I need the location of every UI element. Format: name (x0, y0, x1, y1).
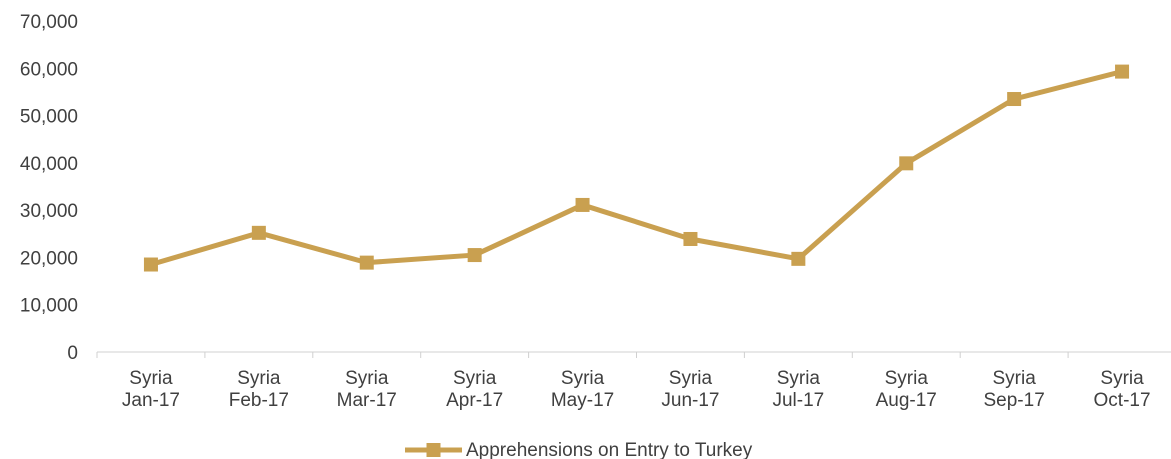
data-point-marker (791, 251, 806, 266)
y-tick-label: 50,000 (20, 107, 78, 128)
x-tick-label: Syria Feb-17 (229, 368, 289, 411)
x-tick-label: Syria Jun-17 (661, 368, 719, 411)
y-tick-label: 20,000 (20, 248, 78, 269)
x-tick-label: Syria Sep-17 (984, 368, 1045, 411)
y-tick-label: 0 (67, 343, 78, 364)
legend-marker-swatch (426, 443, 441, 457)
series-layer (143, 64, 1130, 272)
data-point-marker (683, 231, 698, 246)
data-point-marker (899, 156, 914, 171)
x-tick-label: Syria Jan-17 (122, 368, 180, 411)
x-tick-label: Syria Jul-17 (772, 368, 824, 411)
data-point-marker (1115, 64, 1130, 79)
y-tick-label: 10,000 (20, 296, 78, 317)
data-point-marker (143, 257, 158, 272)
x-tick-label: Syria Oct-17 (1094, 368, 1151, 411)
y-tick-label: 60,000 (20, 59, 78, 80)
legend-label: Apprehensions on Entry to Turkey (466, 440, 753, 459)
series-line (150, 69, 1123, 267)
y-tick-label: 40,000 (20, 154, 78, 175)
x-tick-label: Syria Aug-17 (876, 368, 937, 411)
data-point-marker (1007, 92, 1022, 107)
data-point-marker (251, 225, 266, 240)
y-tick-label: 30,000 (20, 201, 78, 222)
x-axis: Syria Jan-17 Syria Feb-17 Syria Mar-17 Syria Ap… (96, 351, 1171, 411)
x-tick-label: Syria Mar-17 (337, 368, 397, 411)
legend: Apprehensions on Entry to Turkey (405, 440, 753, 459)
data-point-marker (467, 248, 482, 263)
x-tick-label: Syria Apr-17 (446, 368, 503, 411)
x-tick-label: Syria May-17 (551, 368, 614, 411)
data-point-marker (575, 197, 590, 212)
y-tick-label: 70,000 (20, 12, 78, 33)
y-axis: 0 10,000 20,000 30,000 40,000 50,000 60,000 70,… (20, 12, 78, 364)
data-point-marker (359, 255, 374, 270)
